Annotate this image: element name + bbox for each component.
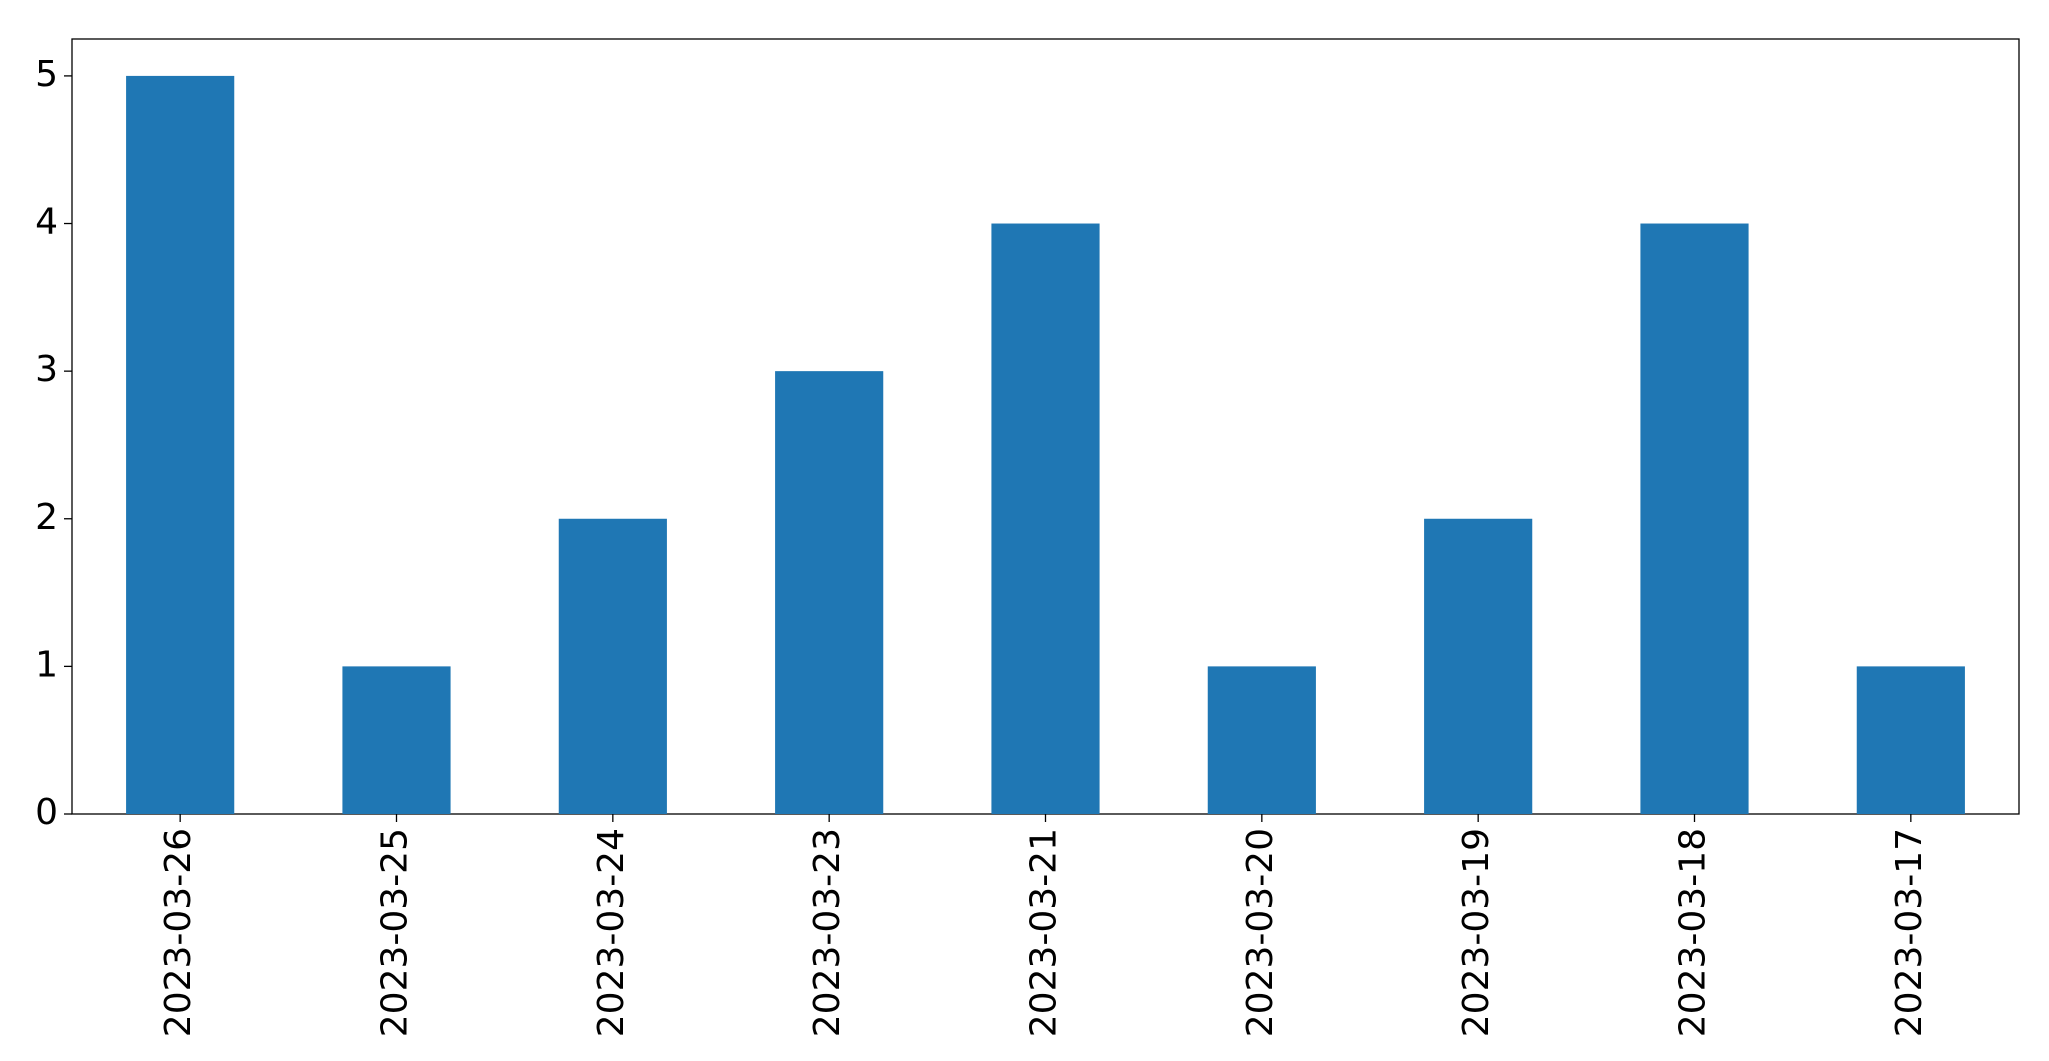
bar xyxy=(342,666,451,814)
bar xyxy=(1640,223,1749,814)
y-tick-label: 0 xyxy=(35,792,58,833)
bar xyxy=(1856,666,1965,814)
y-tick-label: 5 xyxy=(35,54,58,95)
y-tick-label: 1 xyxy=(35,644,58,685)
bar xyxy=(991,223,1100,814)
bar xyxy=(775,371,884,814)
bar xyxy=(558,518,667,814)
x-tick-label: 2023-03-26 xyxy=(158,828,199,1037)
x-tick-label: 2023-03-20 xyxy=(1240,828,1281,1037)
x-tick-label: 2023-03-21 xyxy=(1024,828,1065,1037)
bar xyxy=(126,75,235,814)
bar xyxy=(1207,666,1316,814)
x-tick-label: 2023-03-19 xyxy=(1456,828,1497,1037)
y-tick-label: 4 xyxy=(35,202,58,243)
y-tick-label: 2 xyxy=(35,497,58,538)
x-tick-label: 2023-03-25 xyxy=(375,828,416,1037)
y-tick-label: 3 xyxy=(35,349,58,390)
x-tick-label: 2023-03-24 xyxy=(591,828,632,1037)
x-tick-label: 2023-03-23 xyxy=(807,828,848,1037)
x-tick-label: 2023-03-17 xyxy=(1889,828,1930,1037)
bar xyxy=(1424,518,1533,814)
x-tick-label: 2023-03-18 xyxy=(1673,828,1714,1037)
